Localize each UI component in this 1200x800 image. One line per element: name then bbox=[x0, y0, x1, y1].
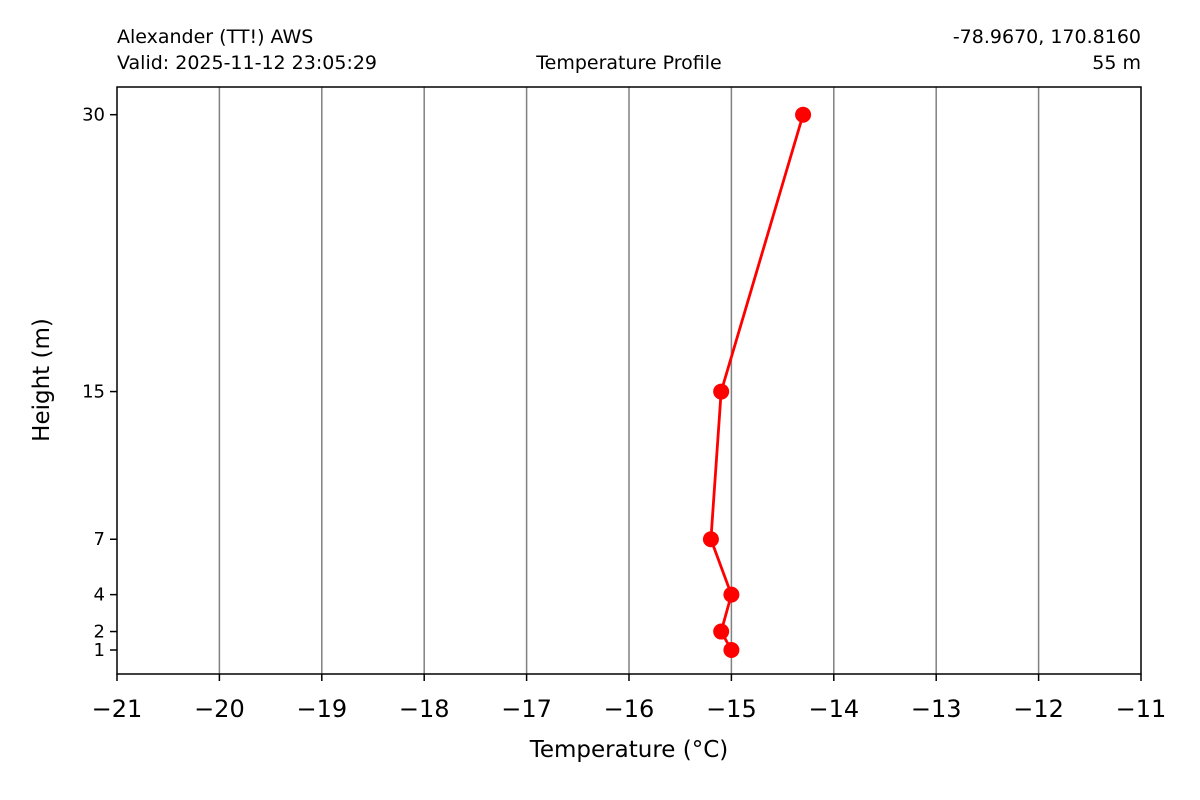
x-tick-label: −12 bbox=[1013, 695, 1064, 723]
temperature-point bbox=[723, 642, 740, 659]
x-axis-ticks: −21 −20 −19 −18 −17 −16 −15 −14 −13 −12 −11 bbox=[92, 674, 1167, 723]
y-tick-label: 1 bbox=[94, 640, 105, 661]
y-axis-ticks: 12 4 7 15 30 bbox=[82, 105, 117, 661]
y-axis-label: Height (m) bbox=[29, 318, 55, 442]
temperature-point bbox=[713, 383, 730, 400]
chart-title: Temperature Profile bbox=[535, 52, 721, 74]
plot-frame bbox=[116, 86, 1142, 675]
temperature-point bbox=[702, 531, 719, 548]
x-tick-label: −16 bbox=[604, 695, 655, 723]
station-name: Alexander (TT!) AWS bbox=[117, 26, 313, 48]
x-tick-label: −21 bbox=[92, 695, 143, 723]
y-tick-label: 15 bbox=[82, 382, 105, 403]
x-tick-label: −14 bbox=[808, 695, 859, 723]
temperature-point bbox=[713, 623, 730, 640]
valid-time: Valid: 2025-11-12 23:05:29 bbox=[117, 52, 377, 74]
data-series bbox=[702, 106, 812, 659]
y-tick-label: 2 bbox=[94, 622, 105, 643]
x-tick-label: −17 bbox=[501, 695, 552, 723]
temperature-point bbox=[795, 106, 812, 123]
x-tick-label: −11 bbox=[1116, 695, 1167, 723]
x-tick-label: −20 bbox=[194, 695, 245, 723]
x-tick-label: −13 bbox=[911, 695, 962, 723]
x-tick-label: −15 bbox=[706, 695, 757, 723]
x-axis-label: Temperature (°C) bbox=[529, 737, 729, 763]
y-tick-label: 7 bbox=[94, 529, 105, 550]
x-tick-label: −18 bbox=[399, 695, 450, 723]
x-tick-label: −19 bbox=[296, 695, 347, 723]
grid-lines bbox=[218, 87, 1040, 674]
temperature-line bbox=[709, 114, 805, 651]
y-tick-label: 4 bbox=[94, 585, 105, 606]
y-tick-label: 30 bbox=[82, 105, 105, 126]
station-coordinates: -78.9670, 170.8160 bbox=[953, 26, 1141, 48]
station-elevation: 55 m bbox=[1092, 52, 1141, 74]
temperature-point bbox=[723, 586, 740, 603]
